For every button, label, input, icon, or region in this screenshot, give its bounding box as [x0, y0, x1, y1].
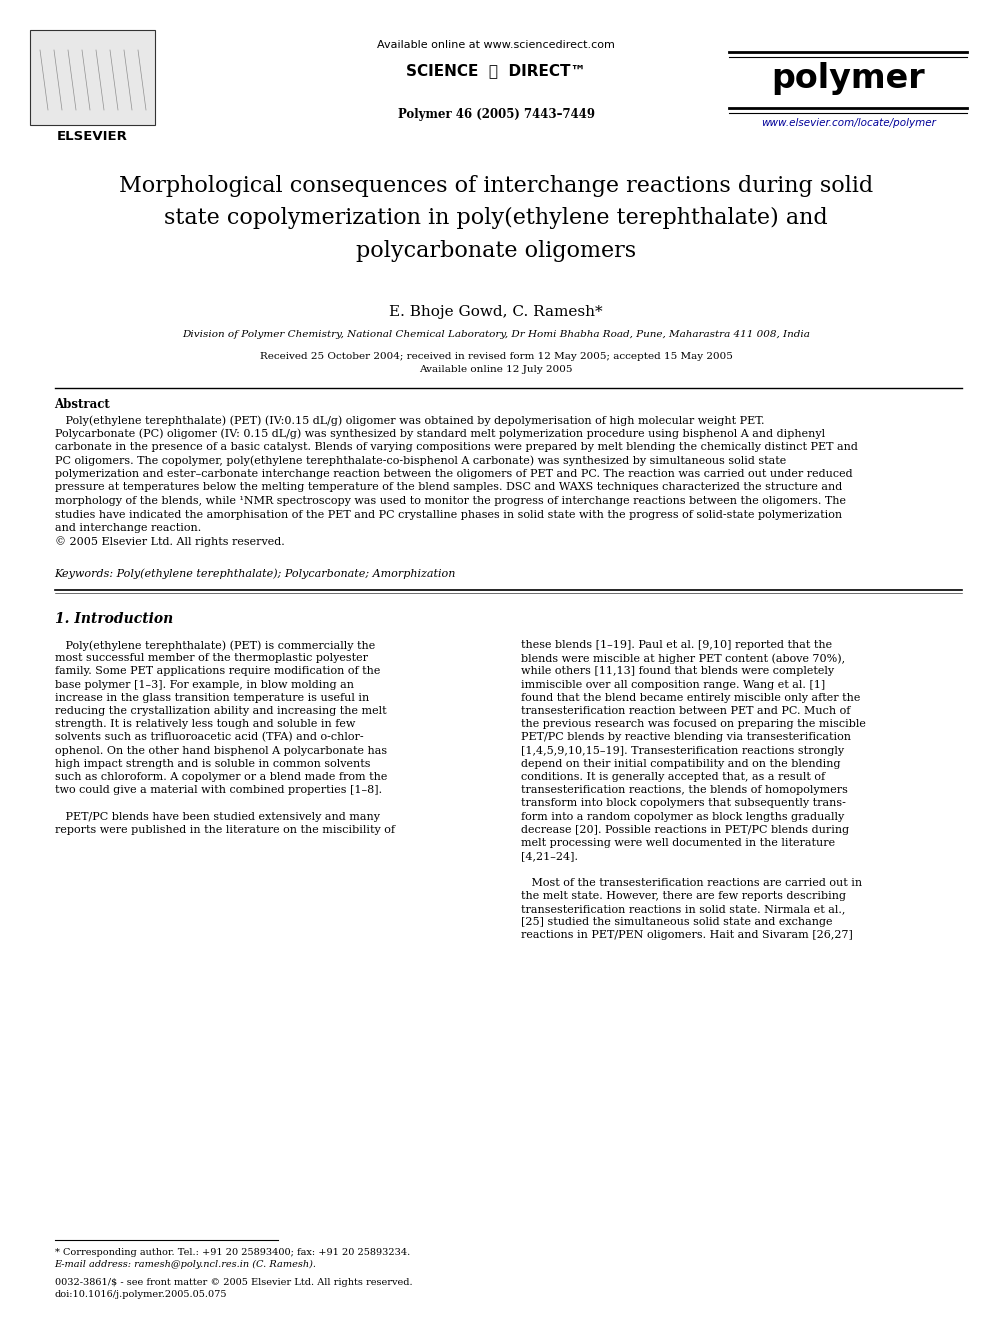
Text: strength. It is relatively less tough and soluble in few: strength. It is relatively less tough an…: [55, 720, 355, 729]
Text: polymer: polymer: [772, 62, 925, 95]
Text: found that the blend became entirely miscible only after the: found that the blend became entirely mis…: [521, 693, 860, 703]
Text: most successful member of the thermoplastic polyester: most successful member of the thermoplas…: [55, 654, 368, 663]
Text: the melt state. However, there are few reports describing: the melt state. However, there are few r…: [521, 890, 846, 901]
Text: pressure at temperatures below the melting temperature of the blend samples. DSC: pressure at temperatures below the melti…: [55, 483, 842, 492]
Text: Available online at www.sciencedirect.com: Available online at www.sciencedirect.co…: [377, 40, 615, 50]
Text: PC oligomers. The copolymer, poly(ethylene terephthalate-co-bisphenol A carbonat: PC oligomers. The copolymer, poly(ethyle…: [55, 455, 786, 466]
Text: 1. Introduction: 1. Introduction: [55, 613, 173, 626]
Text: PET/PC blends have been studied extensively and many: PET/PC blends have been studied extensiv…: [55, 811, 380, 822]
Text: form into a random copolymer as block lengths gradually: form into a random copolymer as block le…: [521, 811, 844, 822]
Text: carbonate in the presence of a basic catalyst. Blends of varying compositions we: carbonate in the presence of a basic cat…: [55, 442, 857, 452]
Text: 0032-3861/$ - see front matter © 2005 Elsevier Ltd. All rights reserved.: 0032-3861/$ - see front matter © 2005 El…: [55, 1278, 413, 1287]
Text: depend on their initial compatibility and on the blending: depend on their initial compatibility an…: [521, 759, 840, 769]
Text: Morphological consequences of interchange reactions during solid
state copolymer: Morphological consequences of interchang…: [119, 175, 873, 262]
Text: E. Bhoje Gowd, C. Ramesh*: E. Bhoje Gowd, C. Ramesh*: [389, 306, 603, 319]
Bar: [30, 30, 155, 124]
Text: transesterification reaction between PET and PC. Much of: transesterification reaction between PET…: [521, 706, 850, 716]
Text: Polycarbonate (PC) oligomer (IV: 0.15 dL/g) was synthesized by standard melt pol: Polycarbonate (PC) oligomer (IV: 0.15 dL…: [55, 429, 824, 439]
Text: Poly(ethylene terephthalate) (PET) (IV:0.15 dL/g) oligomer was obtained by depol: Poly(ethylene terephthalate) (PET) (IV:0…: [55, 415, 764, 426]
Text: transesterification reactions, the blends of homopolymers: transesterification reactions, the blend…: [521, 785, 848, 795]
Text: reactions in PET/PEN oligomers. Hait and Sivaram [26,27]: reactions in PET/PEN oligomers. Hait and…: [521, 930, 853, 941]
Text: and interchange reaction.: and interchange reaction.: [55, 523, 200, 533]
Text: these blends [1–19]. Paul et al. [9,10] reported that the: these blends [1–19]. Paul et al. [9,10] …: [521, 640, 832, 650]
Text: reducing the crystallization ability and increasing the melt: reducing the crystallization ability and…: [55, 706, 386, 716]
Text: © 2005 Elsevier Ltd. All rights reserved.: © 2005 Elsevier Ltd. All rights reserved…: [55, 537, 285, 548]
Text: doi:10.1016/j.polymer.2005.05.075: doi:10.1016/j.polymer.2005.05.075: [55, 1290, 227, 1299]
Text: E-mail address: ramesh@poly.ncl.res.in (C. Ramesh).: E-mail address: ramesh@poly.ncl.res.in (…: [55, 1259, 316, 1269]
Text: melt processing were well documented in the literature: melt processing were well documented in …: [521, 837, 835, 848]
Text: studies have indicated the amorphisation of the PET and PC crystalline phases in: studies have indicated the amorphisation…: [55, 509, 841, 520]
Text: the previous research was focused on preparing the miscible: the previous research was focused on pre…: [521, 720, 866, 729]
Text: [4,21–24].: [4,21–24].: [521, 851, 577, 861]
Text: Most of the transesterification reactions are carried out in: Most of the transesterification reaction…: [521, 877, 862, 888]
Text: morphology of the blends, while ¹NMR spectroscopy was used to monitor the progre: morphology of the blends, while ¹NMR spe…: [55, 496, 845, 505]
Text: Polymer 46 (2005) 7443–7449: Polymer 46 (2005) 7443–7449: [398, 108, 594, 120]
Text: family. Some PET applications require modification of the: family. Some PET applications require mo…: [55, 667, 380, 676]
Text: increase in the glass transition temperature is useful in: increase in the glass transition tempera…: [55, 693, 369, 703]
Text: two could give a material with combined properties [1–8].: two could give a material with combined …: [55, 785, 382, 795]
Text: while others [11,13] found that blends were completely: while others [11,13] found that blends w…: [521, 667, 834, 676]
Text: Keywords: Poly(ethylene terephthalate); Polycarbonate; Amorphization: Keywords: Poly(ethylene terephthalate); …: [55, 568, 456, 578]
Text: transesterification reactions in solid state. Nirmala et al.,: transesterification reactions in solid s…: [521, 904, 845, 914]
Text: * Corresponding author. Tel.: +91 20 25893400; fax: +91 20 25893234.: * Corresponding author. Tel.: +91 20 258…: [55, 1248, 410, 1257]
Text: solvents such as trifluoroacetic acid (TFA) and o-chlor-: solvents such as trifluoroacetic acid (T…: [55, 733, 363, 742]
Text: [25] studied the simultaneous solid state and exchange: [25] studied the simultaneous solid stat…: [521, 917, 832, 927]
Text: decrease [20]. Possible reactions in PET/PC blends during: decrease [20]. Possible reactions in PET…: [521, 824, 849, 835]
Text: high impact strength and is soluble in common solvents: high impact strength and is soluble in c…: [55, 759, 370, 769]
Text: [1,4,5,9,10,15–19]. Transesterification reactions strongly: [1,4,5,9,10,15–19]. Transesterification …: [521, 746, 844, 755]
Text: www.elsevier.com/locate/polymer: www.elsevier.com/locate/polymer: [761, 118, 935, 128]
Text: PET/PC blends by reactive blending via transesterification: PET/PC blends by reactive blending via t…: [521, 733, 851, 742]
Text: Division of Polymer Chemistry, National Chemical Laboratory, Dr Homi Bhabha Road: Division of Polymer Chemistry, National …: [183, 329, 809, 339]
Text: base polymer [1–3]. For example, in blow molding an: base polymer [1–3]. For example, in blow…: [55, 680, 353, 689]
Text: transform into block copolymers that subsequently trans-: transform into block copolymers that sub…: [521, 798, 845, 808]
Text: polymerization and ester–carbonate interchange reaction between the oligomers of: polymerization and ester–carbonate inter…: [55, 468, 852, 479]
Text: Abstract: Abstract: [55, 398, 110, 411]
Text: ophenol. On the other hand bisphenol A polycarbonate has: ophenol. On the other hand bisphenol A p…: [55, 746, 387, 755]
Text: reports were published in the literature on the miscibility of: reports were published in the literature…: [55, 824, 395, 835]
Text: Poly(ethylene terephthalate) (PET) is commercially the: Poly(ethylene terephthalate) (PET) is co…: [55, 640, 375, 651]
Text: conditions. It is generally accepted that, as a result of: conditions. It is generally accepted tha…: [521, 773, 825, 782]
Text: SCIENCE  ⓐ  DIRECT™: SCIENCE ⓐ DIRECT™: [406, 64, 586, 78]
Text: ELSEVIER: ELSEVIER: [58, 130, 128, 143]
Text: Received 25 October 2004; received in revised form 12 May 2005; accepted 15 May : Received 25 October 2004; received in re…: [260, 352, 732, 373]
Text: immiscible over all composition range. Wang et al. [1]: immiscible over all composition range. W…: [521, 680, 825, 689]
Text: such as chloroform. A copolymer or a blend made from the: such as chloroform. A copolymer or a ble…: [55, 773, 387, 782]
Text: blends were miscible at higher PET content (above 70%),: blends were miscible at higher PET conte…: [521, 654, 845, 664]
